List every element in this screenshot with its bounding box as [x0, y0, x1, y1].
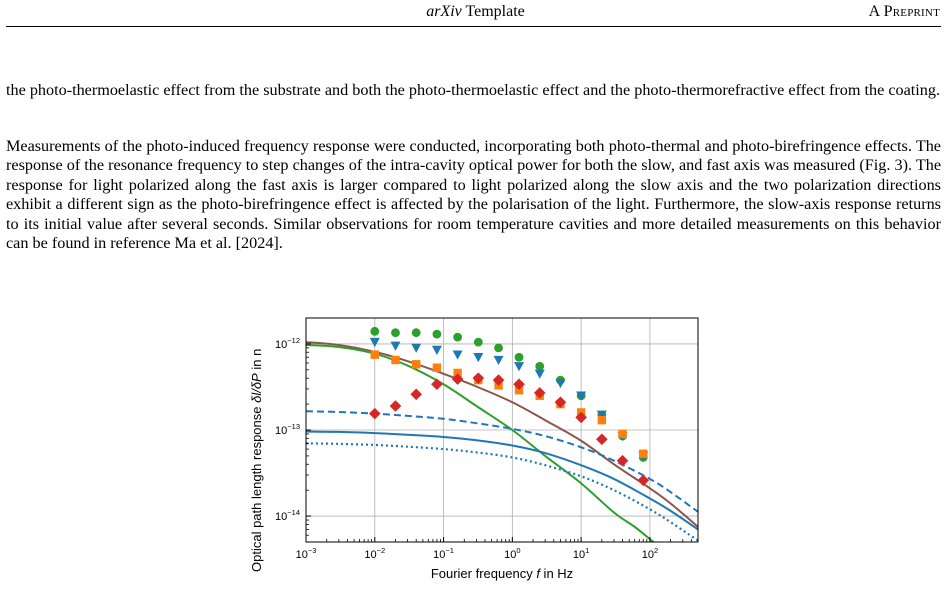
data-point-diamond [492, 374, 505, 386]
data-point-diamond [575, 411, 587, 424]
data-point-triangle [411, 343, 422, 353]
data-point-diamond [410, 388, 422, 401]
model-curves [306, 341, 698, 542]
data-point-triangle [473, 353, 484, 363]
data-point-triangle [576, 391, 587, 401]
data-point-square [391, 355, 400, 365]
marker-series-triangle [369, 337, 649, 461]
data-point-circle [432, 329, 442, 339]
data-point-circle [391, 328, 400, 338]
paragraph-2: Measurements of the photo-induced freque… [6, 137, 941, 253]
figure-3-plot: 10−3 10−2 10−1 100 101 102 10−14 10−13 10−12 Four… [240, 308, 710, 591]
data-point-diamond [389, 400, 402, 412]
data-point-diamond [596, 433, 608, 446]
data-point-triangle [514, 362, 525, 372]
data-point-square [411, 360, 421, 369]
data-point-diamond [616, 454, 629, 467]
data-point-triangle [431, 345, 442, 355]
data-point-circle [411, 328, 421, 338]
paragraph-1: the photo-thermoelastic effect from the … [6, 81, 941, 99]
data-point-triangle [390, 341, 401, 351]
data-point-triangle [534, 369, 545, 379]
header-rule [6, 26, 941, 27]
data-point-triangle [369, 337, 380, 348]
header-title: arXiv Template [0, 3, 951, 21]
x-tick-label: 102 [642, 546, 658, 561]
data-point-circle [535, 361, 545, 371]
data-point-square [432, 363, 442, 372]
data-point-diamond [554, 396, 567, 409]
model-curve-solid-1 [306, 344, 656, 542]
model-curve-solid-3 [306, 430, 698, 531]
data-point-triangle [596, 410, 607, 420]
data-point-diamond [368, 407, 381, 420]
data-point-square [639, 449, 648, 458]
header-title-italic: arXiv [426, 3, 462, 20]
header-preprint-label: A Preprint [868, 3, 940, 20]
data-point-triangle [555, 378, 566, 389]
data-point-diamond [513, 378, 525, 391]
x-tick-label: 10−3 [296, 546, 317, 561]
y-axis-label: Optical path length response δl/δP in n [249, 349, 264, 572]
x-tick-label: 10−2 [364, 546, 385, 561]
data-point-square [618, 429, 627, 439]
y-tick-label: 10−13 [275, 422, 300, 437]
model-curve-dashed-2 [306, 410, 698, 513]
data-point-circle [494, 343, 503, 353]
data-point-square [370, 350, 379, 359]
measured-markers [368, 326, 650, 487]
data-point-square [514, 385, 524, 395]
data-point-triangle [493, 355, 504, 366]
data-point-diamond [637, 474, 650, 487]
axis-ticks: 10−3 10−2 10−1 100 101 102 10−14 10−13 10−12 [275, 317, 699, 561]
running-header: arXiv Template A Preprint [0, 3, 951, 25]
data-point-diamond [451, 373, 464, 385]
y-tick-label: 10−14 [275, 508, 300, 523]
x-tick-label: 10−1 [433, 546, 454, 561]
marker-series-diamond [368, 372, 650, 487]
marker-series-square [370, 350, 648, 458]
data-point-diamond [431, 378, 443, 391]
model-curve-solid-0 [306, 341, 698, 528]
data-point-circle [473, 337, 483, 347]
data-point-square [453, 368, 462, 378]
chart-svg: 10−3 10−2 10−1 100 101 102 10−14 10−13 10−12 Four… [249, 317, 699, 581]
data-point-diamond [472, 372, 485, 384]
data-point-triangle [452, 350, 463, 360]
x-tick-label: 101 [573, 546, 589, 561]
x-tick-label: 100 [504, 546, 520, 561]
data-point-circle [370, 326, 380, 336]
x-axis-label: Fourier frequency f in Hz [431, 566, 573, 581]
y-tick-label: 10−12 [275, 336, 300, 351]
data-point-circle [514, 352, 524, 362]
data-point-square [597, 415, 607, 425]
data-point-diamond [533, 387, 546, 399]
data-point-circle [453, 332, 463, 342]
header-title-rest: Template [461, 3, 525, 20]
